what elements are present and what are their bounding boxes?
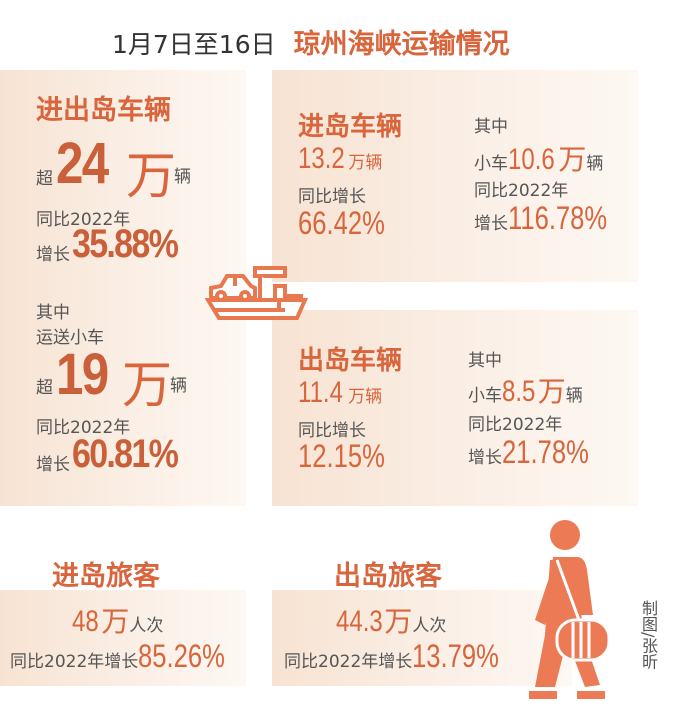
outbound-compare: 同比增长	[298, 421, 366, 441]
total-count: 超 24 万 辆	[36, 131, 256, 205]
outbound-number: 11.4	[298, 376, 343, 409]
inbound-panel	[272, 70, 638, 282]
label: 小车	[468, 386, 502, 406]
passengers-in-count: 48万人次	[72, 600, 163, 640]
inbound-number: 13.2	[298, 142, 345, 175]
passengers-out-growth: 同比2022年增长13.79%	[284, 638, 521, 675]
inbound-small-count: 小车10.6 万辆	[474, 138, 603, 178]
total-number: 24	[56, 131, 109, 196]
outbound-panel	[272, 310, 638, 506]
sub-growth: 60.81%	[72, 432, 179, 476]
page-title: 1月7日至16日 琼州海峡运输情况	[112, 22, 510, 61]
prefix: 超	[36, 169, 53, 189]
unit: 辆	[586, 154, 604, 174]
title-date: 1月7日至16日	[112, 30, 276, 59]
growth-label: 增长	[36, 245, 70, 265]
unit-wan: 万	[126, 147, 176, 205]
credit: 制图/张昕	[639, 600, 658, 670]
inbound-small-growth: 增长116.78%	[474, 200, 632, 237]
unit-wan: 万	[537, 375, 566, 408]
number: 48	[72, 605, 99, 638]
inbound-growth: 66.42%	[298, 205, 385, 241]
passengers-out-count: 44.3万人次	[336, 600, 446, 640]
inbound-heading: 进岛车辆	[298, 112, 403, 142]
total-heading: 进出岛车辆	[36, 95, 171, 126]
total-compare: 同比2022年	[36, 210, 131, 230]
number: 44.3	[336, 605, 383, 638]
unit: 辆	[174, 167, 191, 187]
sub-number: 19	[56, 342, 109, 407]
small-compare: 同比2022年	[468, 415, 563, 435]
unit-wan: 万	[122, 356, 172, 414]
sub-heading-2: 运送小车	[36, 328, 104, 348]
among-label: 其中	[468, 351, 502, 371]
outbound-small-count: 小车8.5万辆	[468, 370, 583, 410]
small-growth: 116.78%	[508, 200, 608, 236]
compare: 同比2022年增长	[10, 652, 139, 672]
passengers-in-heading: 进岛旅客	[52, 561, 160, 592]
growth-label: 增长	[468, 448, 502, 468]
passengers-out-panel	[272, 590, 572, 686]
unit: 人次	[129, 616, 164, 636]
unit: 万辆	[348, 387, 383, 407]
passengers-in-panel	[0, 590, 246, 686]
compare: 同比2022年增长	[284, 652, 413, 672]
traveler-icon	[529, 520, 610, 699]
passengers-out-heading: 出岛旅客	[334, 561, 442, 592]
small-car-count: 超 19 万 辆	[36, 342, 256, 414]
total-growth: 35.88%	[72, 222, 179, 266]
unit: 人次	[412, 616, 447, 636]
unit: 万辆	[348, 153, 383, 173]
title-topic: 琼州海峡运输情况	[293, 29, 510, 60]
outbound-count: 11.4 万辆	[298, 376, 382, 410]
unit-wan: 万	[558, 143, 587, 176]
sub-heading: 其中	[36, 303, 70, 323]
small-compare: 同比2022年	[474, 181, 569, 201]
small-growth: 21.78%	[502, 434, 589, 470]
unit-wan: 万	[384, 605, 413, 638]
small-number: 8.5	[502, 375, 536, 408]
growth-label: 增长	[36, 455, 70, 475]
unit: 辆	[565, 386, 583, 406]
among-label: 其中	[474, 117, 508, 137]
small-number: 10.6	[508, 143, 555, 176]
ferry-icon	[205, 266, 309, 320]
unit: 辆	[170, 376, 187, 396]
total-vehicles-panel	[0, 70, 246, 506]
outbound-heading: 出岛车辆	[298, 346, 403, 376]
sub-compare: 同比2022年	[36, 418, 131, 438]
inbound-compare: 同比增长	[298, 187, 366, 207]
growth: 85.26%	[138, 638, 226, 674]
inbound-count: 13.2 万辆	[298, 142, 382, 176]
outbound-growth: 12.15%	[298, 438, 385, 474]
prefix: 超	[36, 378, 53, 398]
label: 小车	[474, 154, 508, 174]
growth: 13.79%	[412, 638, 500, 674]
outbound-small-growth: 增长21.78%	[468, 434, 611, 471]
unit-wan: 万	[101, 605, 130, 638]
passengers-in-growth: 同比2022年增长85.26%	[10, 638, 247, 675]
growth-label: 增长	[474, 214, 508, 234]
